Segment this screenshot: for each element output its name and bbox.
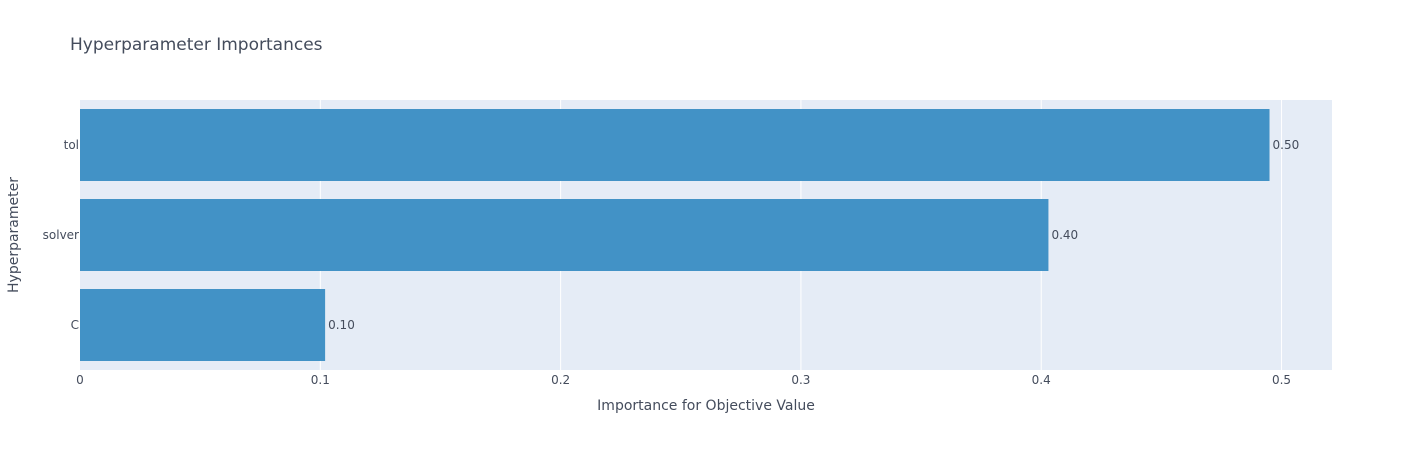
- chart-title: Hyperparameter Importances: [70, 35, 323, 55]
- bars: [80, 109, 1270, 361]
- bar-value-label: 0.10: [328, 318, 355, 332]
- bar-c[interactable]: [80, 289, 326, 361]
- bar-tol[interactable]: [80, 109, 1270, 181]
- y-axis-title: Hyperparameter: [6, 177, 22, 293]
- y-tick-label: tol: [64, 138, 79, 152]
- bar-value-label: 0.50: [1273, 138, 1300, 152]
- x-axis-ticks: 0 0.1 0.2 0.3 0.4 0.5: [76, 373, 1291, 387]
- x-tick-label: 0.1: [311, 373, 330, 387]
- bar-solver[interactable]: [80, 199, 1049, 271]
- x-tick-label: 0.5: [1272, 373, 1291, 387]
- bar-value-label: 0.40: [1051, 228, 1078, 242]
- x-axis-title: Importance for Objective Value: [597, 398, 815, 414]
- x-tick-label: 0.4: [1032, 373, 1051, 387]
- y-tick-label: solver: [43, 228, 79, 242]
- x-tick-label: 0.3: [791, 373, 810, 387]
- bar-value-labels: 0.50 0.40 0.10: [328, 138, 1299, 332]
- x-tick-label: 0: [76, 373, 84, 387]
- y-axis-ticks: tol solver C: [43, 138, 79, 332]
- x-tick-label: 0.2: [551, 373, 570, 387]
- y-tick-label: C: [71, 318, 79, 332]
